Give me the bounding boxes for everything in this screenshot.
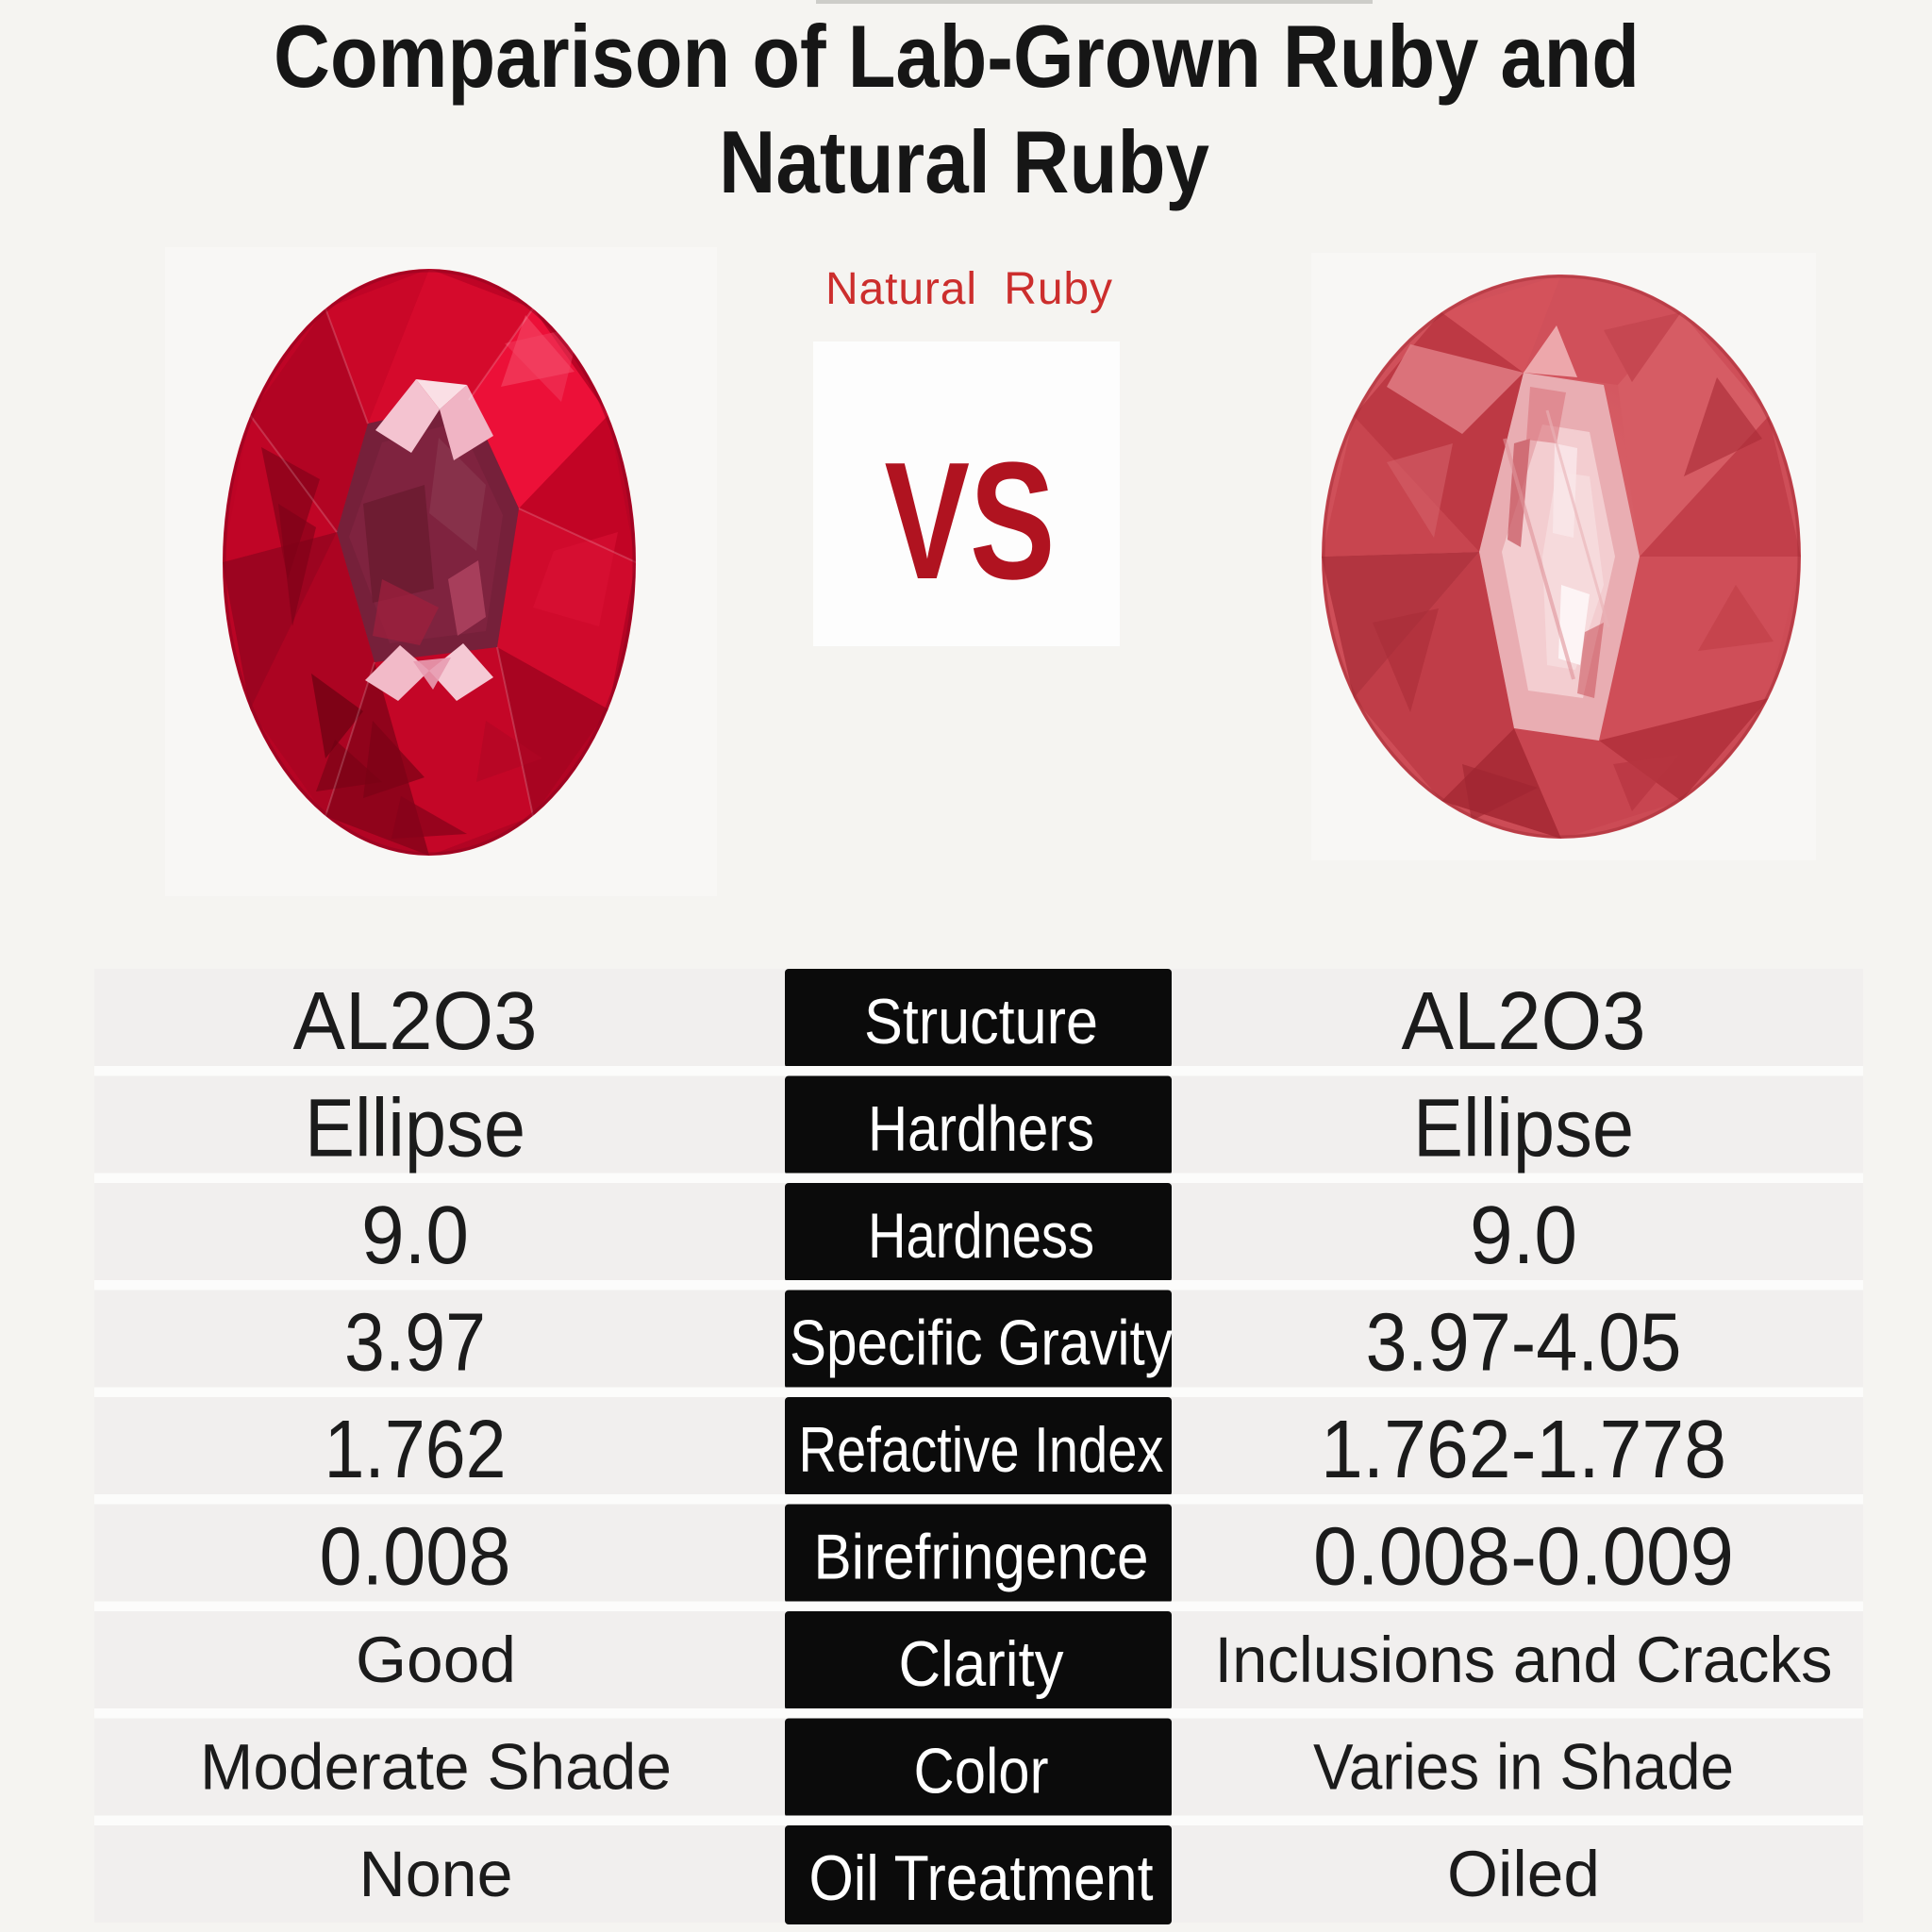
svg-text:3.97: 3.97	[344, 1297, 486, 1389]
svg-text:AL2O3: AL2O3	[1402, 975, 1646, 1067]
svg-text:Moderate Shade: Moderate Shade	[200, 1731, 672, 1804]
svg-text:0.008: 0.008	[320, 1511, 511, 1603]
svg-text:VS: VS	[885, 427, 1056, 614]
svg-text:Birefringence: Birefringence	[814, 1522, 1149, 1593]
svg-text:1.762: 1.762	[325, 1404, 507, 1495]
svg-text:1.762-1.778: 1.762-1.778	[1321, 1404, 1726, 1495]
svg-text:0.008-0.009: 0.008-0.009	[1313, 1511, 1734, 1603]
svg-text:Oil Treatment: Oil Treatment	[809, 1842, 1154, 1914]
svg-text:Ellipse: Ellipse	[1413, 1083, 1634, 1174]
svg-text:9.0: 9.0	[1470, 1190, 1577, 1281]
svg-text:Natural Ruby: Natural Ruby	[719, 112, 1209, 211]
svg-text:Good: Good	[356, 1624, 516, 1696]
svg-text:Ellipse: Ellipse	[305, 1083, 525, 1174]
svg-text:Refactive Index: Refactive Index	[799, 1414, 1164, 1486]
svg-text:Specific Gravity: Specific Gravity	[790, 1307, 1173, 1379]
svg-text:Hardhers: Hardhers	[868, 1093, 1094, 1165]
svg-text:9.0: 9.0	[361, 1190, 469, 1281]
svg-text:Clarity: Clarity	[899, 1628, 1064, 1700]
svg-text:Hardness: Hardness	[868, 1200, 1094, 1272]
svg-text:AL2O3: AL2O3	[293, 975, 538, 1067]
svg-text:Varies in Shade: Varies in Shade	[1313, 1731, 1734, 1804]
svg-text:None: None	[359, 1838, 513, 1910]
svg-text:3.97-4.05: 3.97-4.05	[1366, 1297, 1682, 1389]
svg-text:Color: Color	[914, 1736, 1049, 1807]
svg-text:Oiled: Oiled	[1447, 1838, 1600, 1910]
svg-text:Comparison of Lab-Grown Ruby a: Comparison of Lab-Grown Ruby and	[274, 7, 1640, 106]
svg-text:Inclusions and Cracks: Inclusions and Cracks	[1215, 1624, 1833, 1696]
svg-text:Structure: Structure	[864, 986, 1098, 1058]
svg-text:Natural Ruby: Natural Ruby	[825, 264, 1112, 314]
